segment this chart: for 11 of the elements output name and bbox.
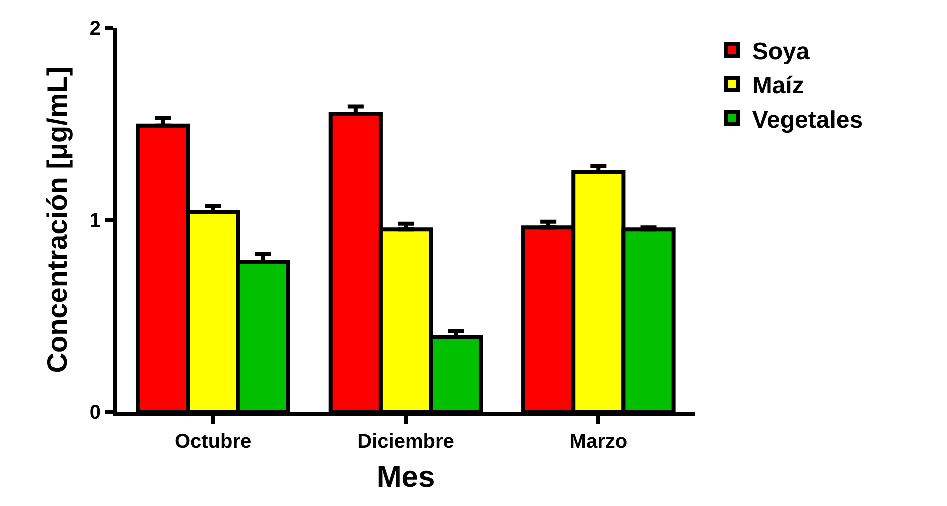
y-tick-label: 0 (90, 402, 101, 424)
y-tick-label: 1 (90, 210, 101, 232)
x-tick-label: Marzo (570, 431, 628, 453)
legend-label: Soya (752, 38, 810, 66)
legend-label: Vegetales (752, 106, 864, 134)
y-axis-title: Concentración [μg/mL] (42, 66, 74, 374)
x-axis-title: Mes (376, 461, 436, 494)
x-tick-label: Diciembre (358, 431, 454, 453)
x-tick-label: Octubre (174, 431, 252, 453)
legend-label: Maíz (752, 72, 804, 100)
y-tick-label: 2 (90, 18, 101, 40)
